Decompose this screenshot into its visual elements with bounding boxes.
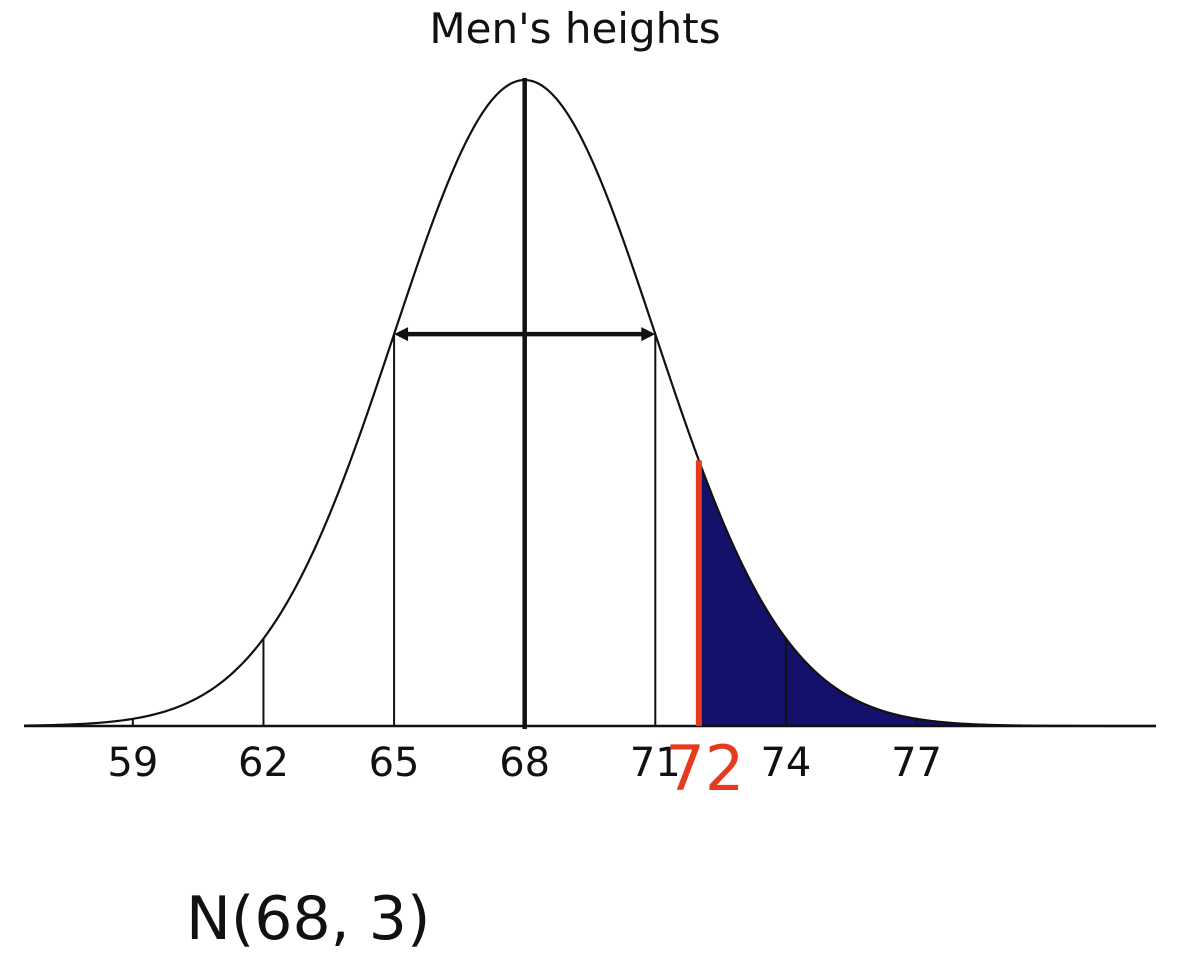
tick-label-71: 71	[630, 740, 681, 786]
tick-drop-lines	[131, 334, 918, 726]
sd-interval-arrow	[394, 327, 656, 342]
shaded-tail-area	[698, 460, 1156, 726]
tick-label-74: 74	[760, 740, 811, 786]
tick-labels: 59 62 65 68 71 74 77	[107, 740, 942, 786]
tick-label-59: 59	[107, 740, 158, 786]
distribution-notation: N(68, 3)	[186, 884, 431, 954]
tick-label-68: 68	[499, 740, 550, 786]
chart-title: Men's heights	[429, 4, 721, 53]
tick-label-65: 65	[369, 740, 420, 786]
tick-label-62: 62	[238, 740, 289, 786]
normal-curve	[23, 78, 1156, 728]
sd-arrow-right-head	[641, 327, 656, 342]
highlight-value-label: 72	[665, 732, 744, 805]
tick-label-77: 77	[891, 740, 942, 786]
sd-arrow-left-head	[394, 327, 409, 342]
